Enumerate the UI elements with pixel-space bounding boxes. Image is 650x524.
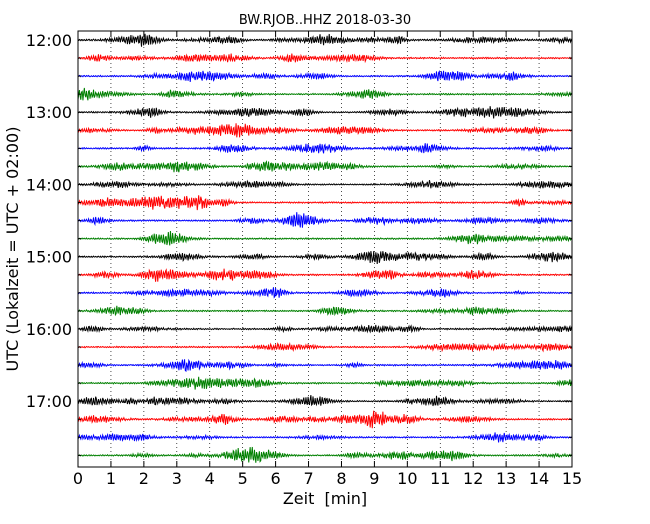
trace-row-1515 [77, 268, 573, 282]
trace-row-1530 [77, 287, 573, 299]
x-tick-label: 4 [205, 469, 215, 488]
trace-row-1245 [77, 87, 573, 101]
x-tick-label: 12 [463, 469, 483, 488]
x-tick-label: 2 [139, 469, 149, 488]
y-tick-label: 17:00 [26, 392, 72, 411]
x-tick-label: 15 [562, 469, 582, 488]
plot-frame [77, 30, 573, 468]
x-tick-label: 7 [303, 469, 313, 488]
trace-row-1700 [77, 395, 573, 407]
x-tick-label: 0 [73, 469, 83, 488]
y-ticks: 12:00 13:00 14:00 15:00 16:00 17:00 [26, 31, 572, 456]
trace-row-1730 [77, 432, 573, 443]
y-tick-label: 15:00 [26, 248, 72, 267]
trace-row-1545 [77, 305, 573, 317]
trace-row-1630 [77, 358, 573, 373]
trace-row-1615 [77, 341, 573, 353]
trace-row-1445 [77, 230, 573, 246]
trace-row-1600 [78, 324, 573, 334]
trace-row-1745 [77, 446, 573, 463]
trace-row-1430 [77, 212, 573, 228]
x-axis-label: Zeit [min] [283, 489, 367, 508]
x-tick-label: 11 [430, 469, 450, 488]
grid-lines [110, 31, 540, 467]
y-tick-label: 14:00 [26, 175, 72, 194]
trace-row-1715 [77, 410, 573, 429]
x-tick-label: 6 [271, 469, 281, 488]
x-tick-label: 10 [397, 469, 417, 488]
x-tick-label: 1 [106, 469, 116, 488]
x-tick-label: 14 [529, 469, 549, 488]
y-tick-label: 12:00 [26, 31, 72, 50]
trace-row-1415 [77, 195, 573, 211]
x-tick-label: 5 [238, 469, 248, 488]
x-tick-label: 9 [369, 469, 379, 488]
trace-row-1230 [77, 69, 573, 82]
x-ticks: 0 1 2 3 4 5 6 7 8 9 10 11 12 13 14 15 [73, 31, 582, 488]
trace-row-1645 [77, 376, 573, 390]
trace-row-1215 [77, 53, 573, 64]
x-tick-label: 3 [172, 469, 182, 488]
trace-row-1400 [77, 179, 573, 190]
trace-row-1345 [77, 160, 573, 173]
y-axis-label: UTC (Lokalzeit = UTC + 02:00) [3, 127, 22, 372]
y-tick-label: 16:00 [26, 320, 72, 339]
x-tick-label: 8 [336, 469, 346, 488]
x-tick-label: 13 [496, 469, 516, 488]
y-tick-label: 13:00 [26, 103, 72, 122]
seismogram-traces [77, 33, 573, 463]
trace-row-1200 [77, 33, 573, 47]
trace-row-1500 [77, 251, 573, 264]
chart-title: BW.RJOB..HHZ 2018-03-30 [239, 13, 411, 28]
trace-row-1315 [77, 123, 573, 138]
trace-row-1330 [77, 143, 573, 154]
trace-row-1300 [77, 106, 573, 119]
